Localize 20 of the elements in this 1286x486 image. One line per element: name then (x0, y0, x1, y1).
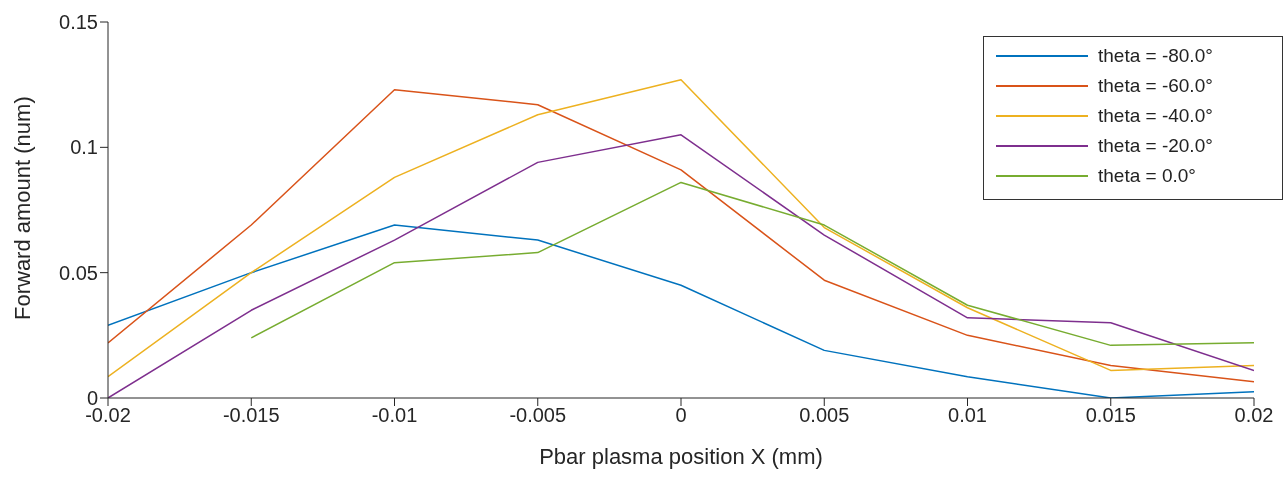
line-series (250, 181, 1254, 347)
legend-label: theta = -40.0° (1098, 104, 1213, 128)
legend-label: theta = -20.0° (1098, 134, 1213, 158)
y-tick-label: 0.15 (59, 11, 98, 34)
x-tick-label: 0 (675, 404, 687, 427)
legend-label: theta = -80.0° (1098, 44, 1213, 68)
legend-label: theta = 0.0° (1098, 164, 1196, 188)
x-tick-label: 0.015 (1085, 404, 1136, 427)
x-tick-label: -0.015 (222, 404, 280, 427)
legend-label: theta = -60.0° (1098, 74, 1213, 98)
x-tick-label: -0.02 (85, 404, 131, 427)
x-tick-label: 0.02 (1234, 404, 1274, 427)
y-axis-title: Forward amount (num) (9, 96, 35, 320)
x-tick-label: -0.005 (509, 404, 567, 427)
x-tick-label: 0.005 (799, 404, 850, 427)
x-axis-title: Pbar plasma position X (mm) (539, 444, 823, 469)
y-tick-label: 0.05 (59, 261, 98, 284)
x-tick-label: 0.01 (948, 404, 987, 427)
x-tick-label: -0.01 (371, 404, 418, 427)
y-tick-label: 0.1 (70, 136, 98, 159)
